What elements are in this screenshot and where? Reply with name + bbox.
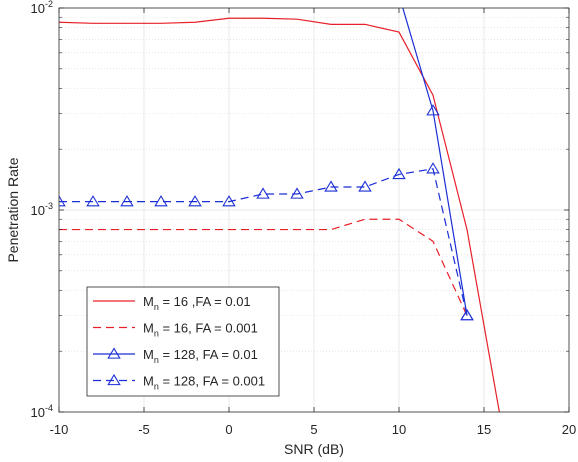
legend-box [86, 286, 280, 397]
x-tick-label: 20 [562, 422, 576, 437]
legend-label: Mn = 128, FA = 0.001 [143, 374, 265, 392]
legend-entry: Mn = 16, FA = 0.001 [93, 321, 258, 339]
legend-marker [107, 347, 121, 359]
legend-label: Mn = 16, FA = 0.001 [143, 321, 258, 339]
data-point [223, 0, 235, 3]
legend-label: Mn = 16 ,FA = 0.01 [143, 294, 251, 312]
legend-entry: Mn = 16 ,FA = 0.01 [93, 294, 251, 312]
legend-entry: Mn = 128, FA = 0.001 [93, 374, 265, 392]
data-point [120, 195, 134, 207]
data-point [86, 195, 100, 207]
x-tick-label: 0 [225, 422, 232, 437]
data-point [188, 195, 202, 207]
series-1 [59, 17, 500, 412]
series-line [59, 218, 468, 316]
legend: Mn = 16 ,FA = 0.01 Mn = 16, FA = 0.001 Mn … [86, 286, 280, 397]
legend-label: Mn = 128, FA = 0.01 [143, 347, 258, 365]
data-point [460, 309, 474, 321]
legend-marker [107, 373, 121, 386]
data-point [59, 195, 66, 207]
series-layer [53, 0, 500, 412]
x-tick-label: 10 [392, 422, 406, 437]
y-tick-label: 10-4 [31, 403, 53, 420]
y-tick-label: 10-3 [31, 201, 53, 218]
x-axis-label: SNR (dB) [284, 441, 344, 457]
data-point [189, 0, 201, 3]
data-point [154, 195, 168, 207]
data-point [257, 0, 269, 4]
y-tick-label: 10-2 [31, 0, 53, 16]
data-point [325, 0, 337, 1]
ticks: -10 -5 0 5 10 15 20 10-4 10-3 10-2 [31, 0, 577, 437]
series-2 [59, 218, 468, 316]
data-point [426, 104, 440, 116]
series-line [59, 168, 468, 316]
data-point [256, 187, 270, 199]
legend-entry: Mn = 128, FA = 0.01 [93, 347, 258, 365]
series-4 [59, 162, 474, 321]
data-point [53, 0, 65, 5]
data-point [392, 167, 406, 180]
data-point [121, 0, 133, 3]
data-point [324, 180, 338, 192]
data-point [358, 180, 372, 192]
x-tick-label: 5 [310, 422, 317, 437]
y-axis-label: Penetration Rate [5, 157, 21, 262]
data-point [426, 162, 440, 174]
data-point [291, 0, 303, 3]
data-point [222, 195, 236, 207]
data-point [87, 0, 99, 4]
x-tick-label: -5 [138, 422, 150, 437]
series-line [59, 17, 500, 412]
data-point [290, 187, 304, 199]
x-tick-label: 15 [477, 422, 491, 437]
data-point [155, 0, 167, 2]
x-tick-label: -10 [50, 422, 69, 437]
